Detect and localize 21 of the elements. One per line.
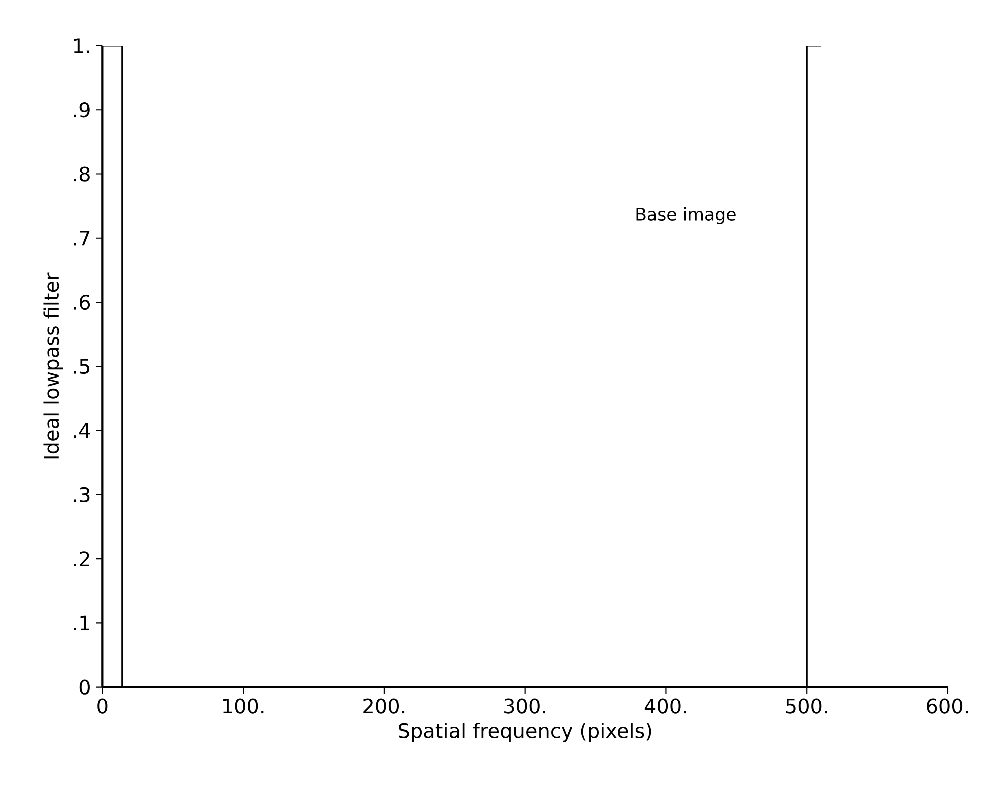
x-tick-label: 500. (786, 698, 828, 714)
y-tick-label: 0 (80, 680, 90, 695)
x-tick-label: 100. (223, 698, 264, 714)
y-tick-label: 1. (74, 38, 90, 54)
x-axis-title: Spatial frequency (pixels) (399, 722, 652, 742)
y-tick-label: .5 (74, 359, 90, 374)
y-tick-label: .1 (74, 616, 90, 630)
annotation: Base image (636, 208, 736, 224)
x-tick-label: 0 (98, 698, 108, 714)
y-tick-label: .7 (74, 231, 90, 246)
x-tick-label: 300. (504, 698, 546, 714)
y-tick-label: .9 (74, 102, 90, 118)
y-tick-label: .4 (74, 424, 90, 438)
y-tick-label: .2 (74, 552, 90, 566)
y-tick-label: .3 (74, 487, 90, 502)
y-tick-label: .6 (74, 294, 90, 310)
y-axis-title: Ideal lowpass filter (44, 272, 64, 459)
x-tick-label: 400. (644, 698, 686, 714)
y-tick-label: .8 (74, 166, 90, 182)
x-tick-label: 600. (927, 698, 968, 714)
x-tick-label: 200. (364, 698, 405, 714)
